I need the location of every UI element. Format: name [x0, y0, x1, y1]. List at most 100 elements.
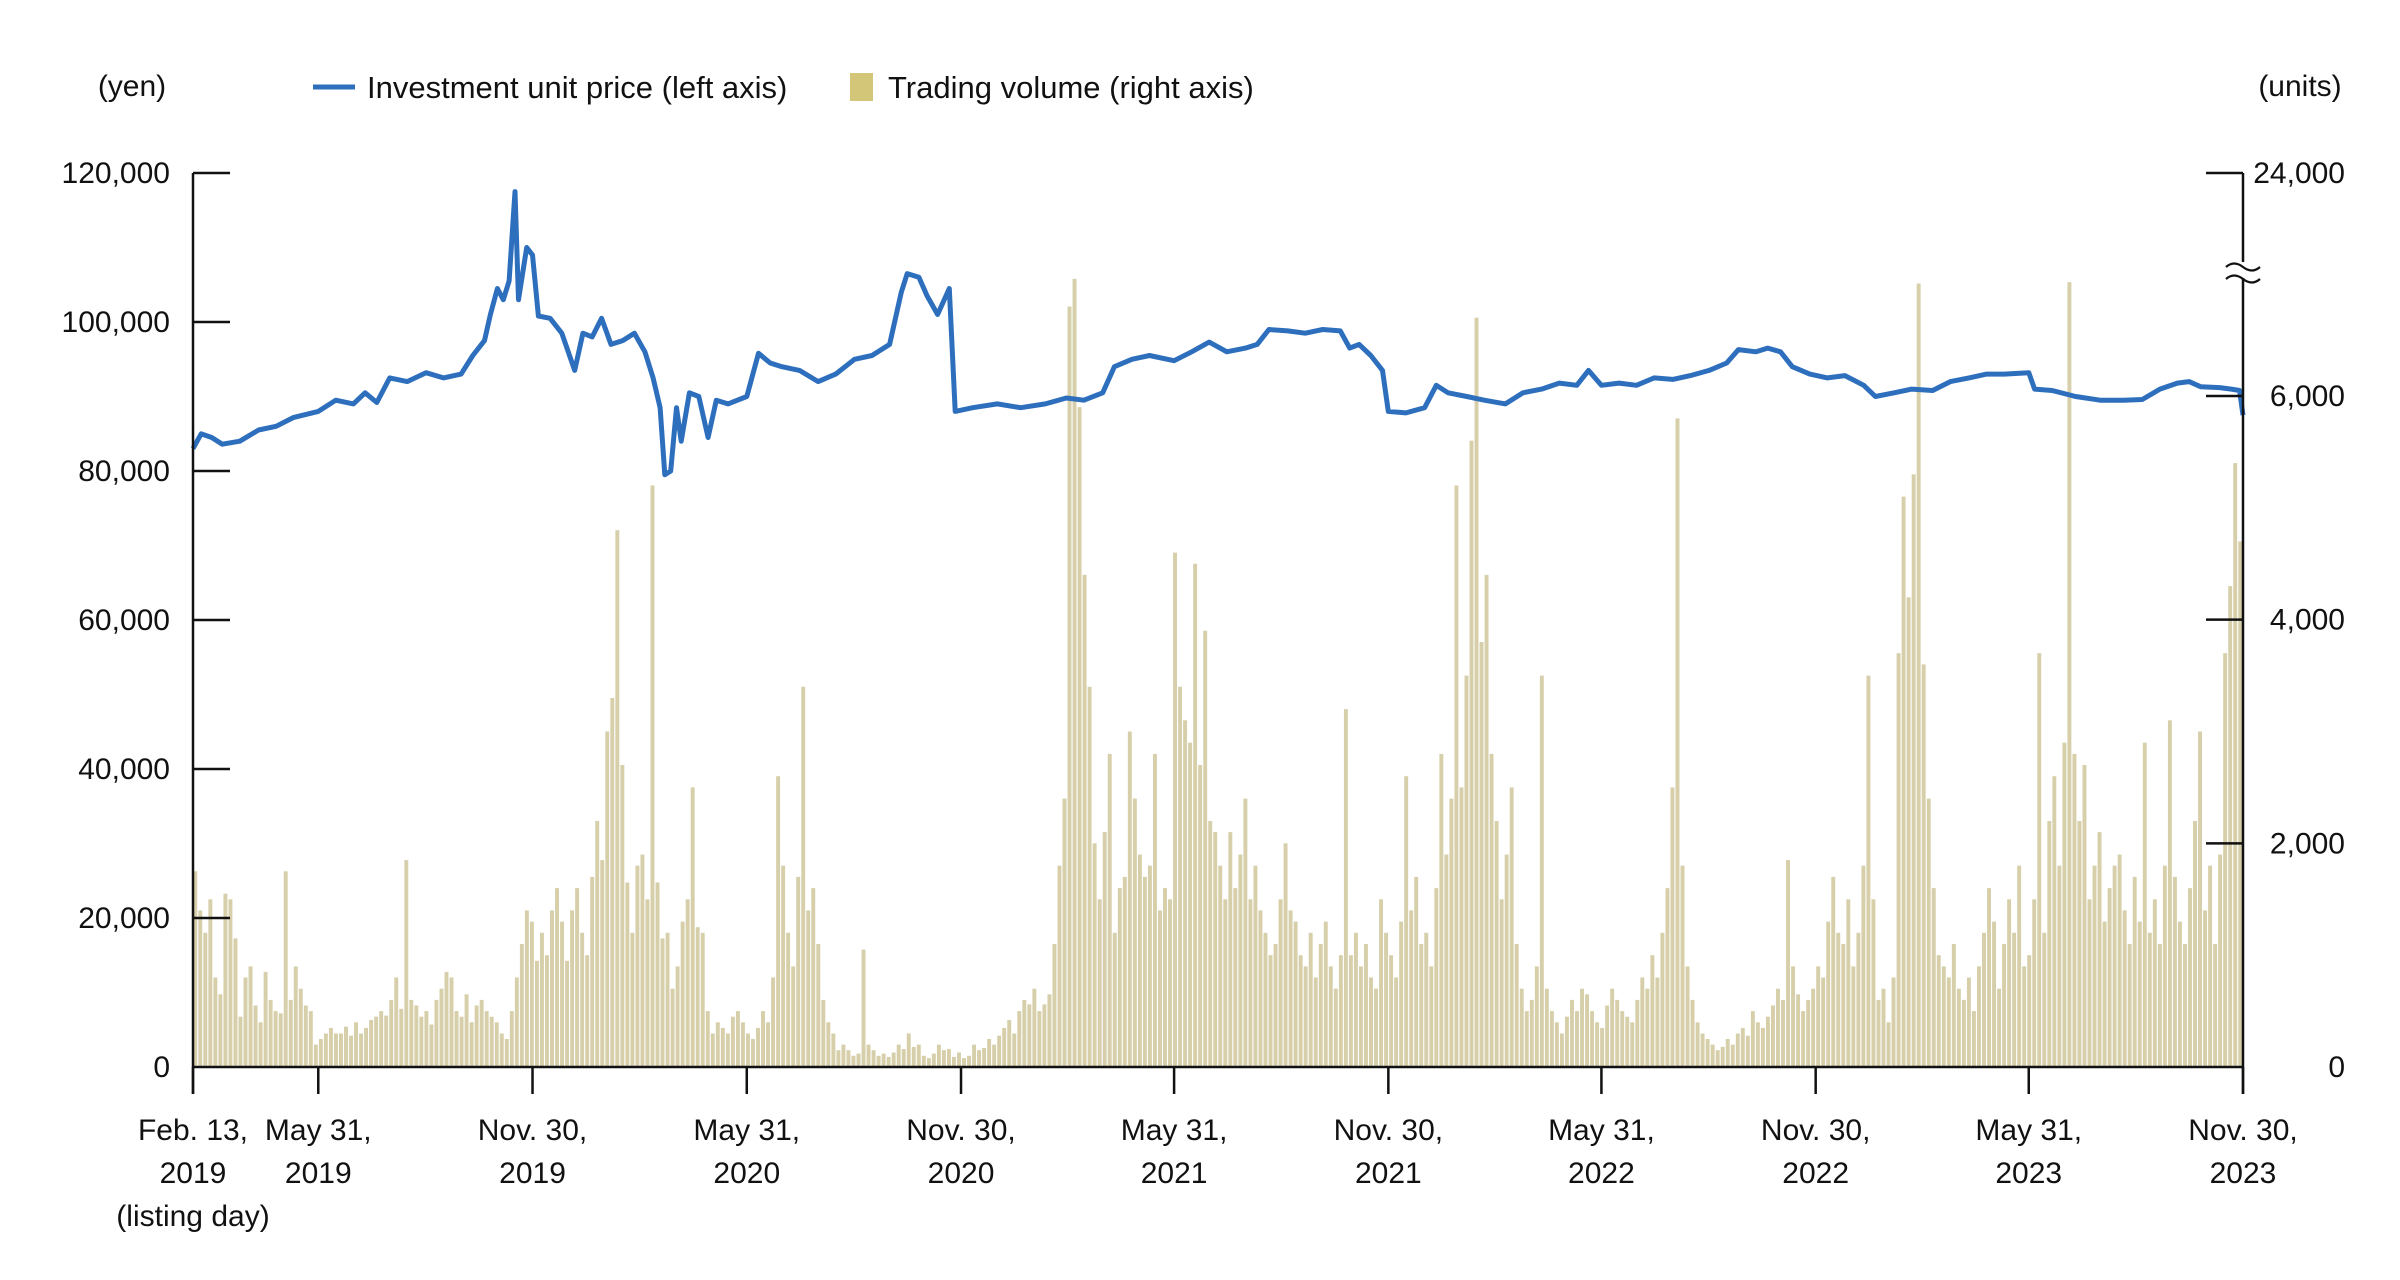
volume-bar — [1007, 1020, 1012, 1067]
volume-bar — [735, 1011, 740, 1067]
volume-bar — [1675, 418, 1680, 1067]
x-axis-tick-label: 2020 — [928, 1157, 995, 1190]
volume-bar — [519, 944, 524, 1067]
volume-bar — [841, 1044, 846, 1067]
volume-bar — [1379, 899, 1383, 1068]
volume-bar — [1564, 1016, 1569, 1067]
volume-bar — [555, 888, 559, 1067]
volume-bar — [2157, 944, 2162, 1067]
volume-bar — [1876, 999, 1881, 1067]
volume-bar — [1831, 876, 1836, 1067]
x-axis-tick-label: 2023 — [1995, 1157, 2062, 1190]
volume-bar — [1358, 966, 1363, 1067]
volume-bar — [575, 888, 580, 1067]
volume-bar — [846, 1050, 851, 1067]
volume-bar — [509, 1011, 514, 1067]
x-axis-tick-label: 2022 — [1568, 1157, 1635, 1190]
volume-bar — [1077, 407, 1082, 1067]
volume-bar — [1750, 1011, 1755, 1067]
volume-bar — [1911, 474, 1916, 1067]
volume-bar — [1173, 552, 1177, 1067]
volume-bar — [1097, 899, 1102, 1068]
right-axis-tick-label: 6,000 — [2270, 380, 2345, 413]
volume-bar — [1323, 921, 1328, 1067]
volume-bar — [620, 765, 625, 1067]
volume-bar — [972, 1044, 977, 1067]
volume-bar — [1625, 1016, 1630, 1067]
volume-bar — [580, 932, 585, 1067]
volume-bar — [1992, 921, 1996, 1067]
volume-bar — [705, 1011, 710, 1067]
volume-bar — [1137, 854, 1142, 1067]
volume-bar — [881, 1053, 886, 1067]
volume-bar — [439, 988, 444, 1067]
volume-bar — [1343, 709, 1348, 1067]
volume-bar — [806, 910, 811, 1067]
volume-bar — [1710, 1044, 1715, 1067]
volume-bar — [781, 865, 786, 1067]
volume-bar — [936, 1044, 941, 1067]
volume-bar — [967, 1055, 971, 1067]
volume-bar — [1524, 1011, 1529, 1067]
volume-bar — [861, 949, 866, 1067]
volume-bar — [1519, 988, 1524, 1067]
volume-bar — [1233, 888, 1238, 1067]
volume-bar — [1966, 977, 1971, 1067]
volume-bar — [1117, 888, 1122, 1067]
volume-bar — [479, 999, 484, 1067]
volume-bar — [1951, 944, 1956, 1067]
volume-bar — [2203, 910, 2208, 1067]
volume-bar — [655, 882, 660, 1067]
volume-bar — [2198, 731, 2202, 1067]
volume-bar — [1168, 899, 1172, 1068]
volume-bar — [977, 1050, 982, 1067]
volume-bar — [1288, 910, 1293, 1067]
x-axis-tick-label: Nov. 30, — [2188, 1114, 2298, 1147]
volume-bar — [1012, 1033, 1017, 1067]
volume-bar — [730, 1016, 735, 1067]
volume-bar — [791, 966, 796, 1067]
volume-bar — [1374, 988, 1378, 1067]
volume-bar — [384, 1015, 389, 1067]
x-axis-tick-label: (listing day) — [116, 1200, 269, 1233]
volume-bar — [369, 1020, 374, 1067]
volume-bar — [323, 1033, 328, 1067]
volume-bar — [941, 1050, 946, 1067]
volume-bar — [615, 530, 620, 1067]
volume-bar — [2152, 899, 2157, 1068]
volume-bar — [2188, 888, 2192, 1067]
volume-bar — [1665, 888, 1670, 1067]
legend-label-price: Investment unit price (left axis) — [367, 70, 787, 105]
volume-bar — [550, 910, 554, 1067]
right-axis-tick-label: 4,000 — [2270, 604, 2345, 637]
volume-bar — [1238, 854, 1243, 1067]
volume-bar — [1479, 642, 1484, 1067]
volume-bar — [1620, 1011, 1625, 1067]
volume-bar — [2107, 888, 2112, 1067]
volume-bar — [2082, 765, 2087, 1067]
volume-bar — [2132, 876, 2137, 1067]
volume-bar — [891, 1052, 896, 1067]
volume-bar — [1595, 1022, 1600, 1067]
volume-bar — [1730, 1044, 1735, 1067]
volume-bar — [1087, 686, 1092, 1067]
volume-bar — [675, 966, 680, 1067]
volume-bar — [1509, 787, 1514, 1067]
volume-bar — [746, 1033, 750, 1067]
volume-bar — [926, 1058, 931, 1067]
volume-bar — [756, 1027, 760, 1067]
volume-bar — [1836, 932, 1841, 1067]
volume-bar — [499, 1033, 504, 1067]
volume-bar — [796, 876, 801, 1067]
volume-bar — [1147, 865, 1152, 1067]
volume-bar — [740, 1022, 745, 1067]
volume-bar — [1223, 899, 1228, 1068]
volume-bar — [1399, 921, 1404, 1067]
volume-bar — [1690, 999, 1695, 1067]
volume-bar — [1384, 932, 1389, 1067]
volume-bar — [1499, 899, 1504, 1068]
x-axis-tick-label: 2022 — [1782, 1157, 1849, 1190]
volume-bar — [1931, 888, 1936, 1067]
volume-bar — [565, 960, 570, 1067]
volume-bar — [258, 1022, 263, 1067]
